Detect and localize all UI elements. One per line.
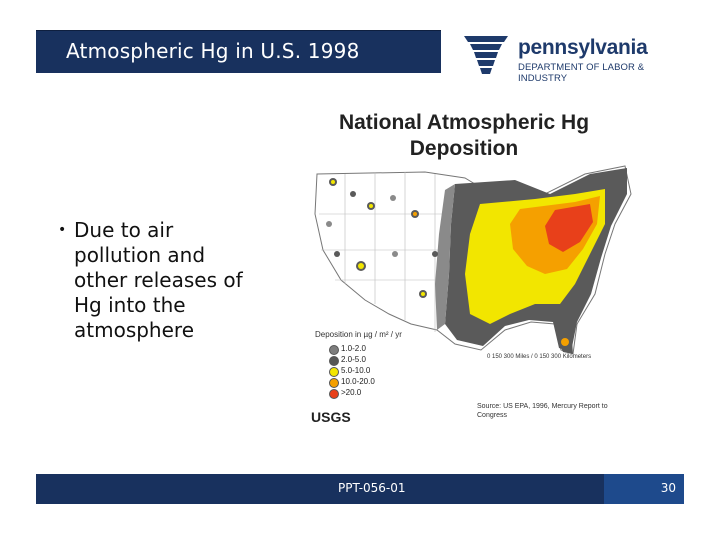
pennsylvania-logo: pennsylvania DEPARTMENT OF LABOR & INDUS… (462, 30, 692, 84)
footer-page-box (604, 474, 684, 504)
legend-swatch (329, 389, 339, 399)
usgs-logo: USGS (311, 409, 351, 425)
slide-title: Atmospheric Hg in U.S. 1998 (66, 39, 360, 63)
bullet-icon: • (58, 222, 67, 238)
logo-subtitle: DEPARTMENT OF LABOR & INDUSTRY (518, 62, 645, 84)
map-scale: 0 150 300 Miles / 0 150 300 Kilometers (487, 354, 592, 360)
legend-swatch (329, 367, 339, 377)
legend-label: 5.0-10.0 (341, 366, 371, 375)
legend-label: >20.0 (341, 388, 362, 397)
legend-swatch (329, 378, 339, 388)
deposition-map-figure: National Atmospheric Hg Deposition (305, 104, 635, 434)
keystone-icon (464, 36, 508, 74)
legend-label: 10.0-20.0 (341, 377, 375, 386)
bullet-text: Due to air pollution and other releases … (74, 218, 243, 342)
us-deposition-map (314, 165, 632, 355)
legend-heading: Deposition in µg / m² / yr (315, 330, 402, 339)
figure-source: Source: US EPA, 1996, Mercury Report to … (477, 403, 608, 419)
footer-code: PPT-056-01 (338, 481, 406, 495)
footer-bar: PPT-056-01 30 (36, 474, 684, 504)
map-title: National Atmospheric Hg Deposition (338, 111, 590, 160)
legend-swatch (329, 345, 339, 355)
light-gray-fringe (435, 184, 455, 330)
legend-label: 2.0-5.0 (341, 355, 366, 364)
red-region (545, 204, 593, 252)
page-number: 30 (660, 481, 676, 495)
title-bar: Atmospheric Hg in U.S. 1998 (36, 30, 441, 73)
logo-wordmark: pennsylvania (518, 36, 648, 59)
legend-swatch (329, 356, 339, 366)
legend-label: 1.0-2.0 (341, 344, 366, 353)
